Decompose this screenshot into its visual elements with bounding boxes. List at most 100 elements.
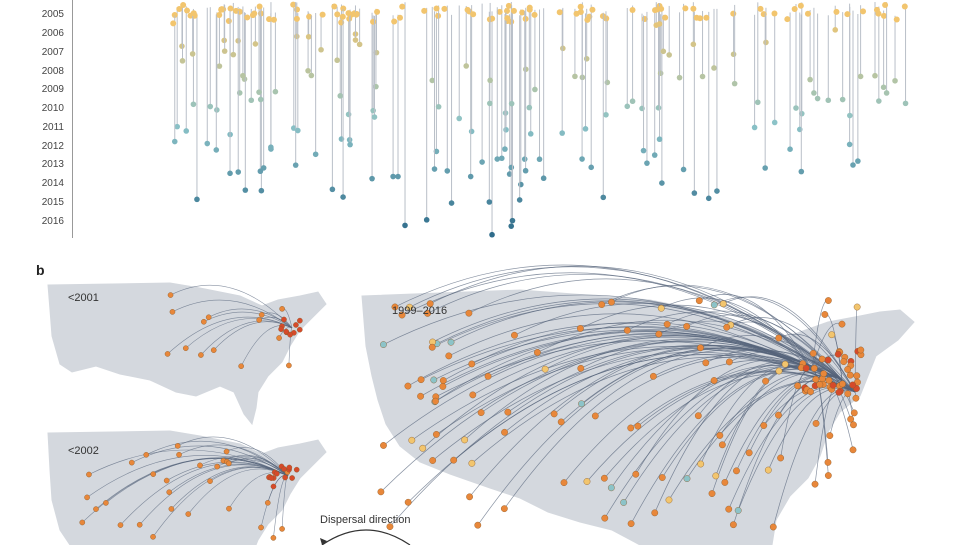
location-node	[79, 519, 86, 526]
location-node	[150, 534, 156, 540]
location-node	[286, 464, 293, 471]
location-node	[198, 352, 204, 358]
dispersal-edge	[778, 333, 856, 393]
year-label: 2011	[42, 122, 64, 133]
location-node	[852, 394, 860, 402]
location-node	[627, 520, 635, 528]
location-node	[835, 388, 843, 396]
tree-tip	[876, 98, 882, 104]
dispersal-edge	[829, 390, 856, 436]
location-node	[658, 474, 666, 481]
tree-tip	[258, 187, 265, 194]
location-node	[719, 300, 727, 308]
tree-tip	[268, 144, 274, 150]
location-node	[256, 317, 262, 323]
tree-tip	[235, 169, 242, 175]
tree-tip	[240, 72, 246, 79]
tree-tip	[190, 101, 197, 108]
map-label-pre2002: <2002	[68, 445, 99, 457]
tree-tip	[312, 151, 319, 158]
tree-tip	[644, 160, 650, 166]
tree-tip	[510, 7, 517, 14]
year-label: 2005	[41, 9, 64, 20]
tree-tip	[711, 65, 717, 71]
location-node	[712, 472, 720, 480]
location-node	[428, 343, 436, 351]
location-node	[150, 471, 157, 477]
location-node	[846, 371, 854, 379]
location-node	[477, 409, 485, 417]
location-node	[834, 350, 842, 358]
location-node	[500, 505, 508, 513]
tree-tip	[345, 10, 352, 17]
tree-tip	[352, 37, 359, 43]
year-label: 2010	[41, 103, 64, 114]
location-node	[807, 388, 814, 396]
tree-tip	[521, 156, 528, 162]
dispersal-edge	[394, 264, 856, 393]
us-map-large	[361, 289, 915, 545]
location-node	[557, 418, 565, 426]
location-node	[380, 341, 387, 348]
tree-tip	[855, 158, 861, 164]
tree-tip	[318, 46, 324, 53]
dispersal-edge	[436, 348, 856, 435]
location-node	[274, 470, 280, 477]
location-node	[404, 498, 412, 506]
location-node	[279, 306, 285, 312]
tree-tip	[731, 80, 738, 87]
tree-tip	[680, 166, 687, 173]
location-node	[484, 372, 492, 380]
tree-tip	[505, 2, 512, 9]
location-node	[651, 509, 659, 517]
tree-tip	[902, 100, 909, 107]
location-node	[657, 304, 665, 312]
tree-tip	[763, 39, 769, 46]
location-node	[283, 328, 290, 335]
tree-tip	[509, 217, 516, 224]
tree-tip	[883, 90, 890, 96]
year-label: 2007	[41, 47, 64, 58]
tree-tip	[456, 115, 463, 122]
tree-tip	[227, 5, 234, 12]
tree-tip	[423, 217, 430, 223]
tree-tip	[221, 48, 228, 54]
dispersal-edge	[472, 336, 843, 396]
tree-tip	[682, 5, 689, 12]
dispersal-edge	[661, 368, 843, 478]
tree-tip	[624, 103, 631, 110]
location-node	[627, 424, 635, 432]
tree-tip	[751, 124, 758, 131]
tree-tip	[257, 96, 264, 103]
location-node	[583, 478, 591, 485]
tree-tip	[559, 130, 565, 136]
location-node	[163, 477, 170, 484]
tree-tip	[213, 147, 220, 153]
location-node	[826, 432, 834, 440]
dispersal-edge	[435, 340, 856, 398]
location-node	[174, 443, 181, 449]
location-node	[598, 301, 606, 308]
location-node	[702, 359, 710, 367]
location-node	[708, 490, 716, 497]
tree-tip	[244, 14, 251, 21]
tree-tip	[256, 3, 263, 10]
panel-b-label: b	[36, 262, 45, 278]
location-node	[214, 463, 220, 470]
location-node	[710, 301, 718, 309]
tree-tip	[230, 51, 237, 58]
dispersal-edge	[432, 303, 856, 393]
tree-tip	[204, 140, 211, 147]
location-node	[824, 297, 832, 304]
dispersal-edge	[580, 304, 843, 381]
location-node	[623, 326, 631, 334]
location-node	[716, 432, 724, 439]
location-node	[683, 475, 691, 483]
location-node	[197, 462, 203, 469]
tree-tip	[391, 18, 398, 25]
dispersal-edge	[240, 325, 293, 367]
tree-tip	[629, 7, 636, 14]
location-node	[825, 377, 833, 384]
tree-tip	[292, 162, 299, 168]
location-node	[725, 505, 733, 513]
